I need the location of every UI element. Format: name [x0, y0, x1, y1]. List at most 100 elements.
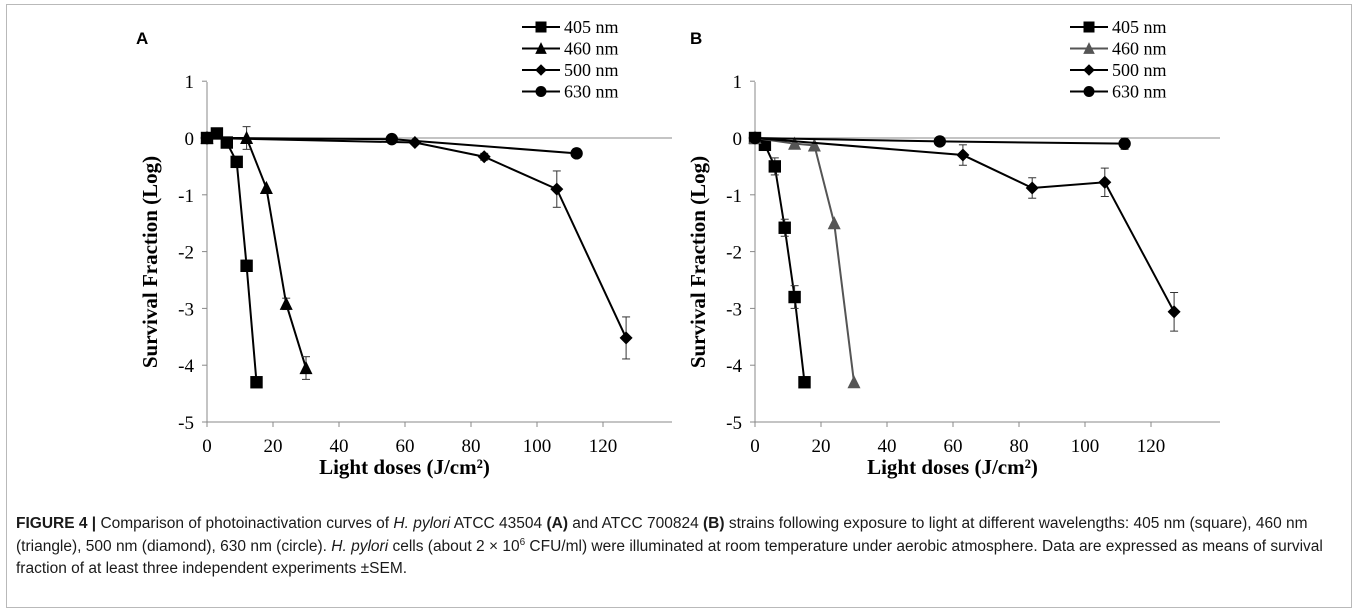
data-point-diamond	[1167, 305, 1181, 319]
data-point-square	[230, 155, 243, 169]
legend-marker-triangle	[535, 42, 547, 54]
data-point-triangle	[847, 375, 861, 389]
caption-species-1: H. pylori	[393, 515, 451, 532]
series-line	[207, 137, 307, 369]
data-point-circle	[570, 147, 583, 160]
legend-label: 630 nm	[1112, 82, 1167, 102]
data-point-circle	[200, 131, 214, 145]
caption-text-2: ATCC 43504	[450, 515, 547, 532]
data-point-square	[798, 376, 811, 389]
legend-label: 460 nm	[1112, 39, 1167, 59]
data-point-circle	[748, 131, 762, 145]
x-tick-label: 20	[264, 436, 283, 457]
y-tick-label: -2	[726, 243, 742, 264]
data-point-square	[758, 138, 772, 152]
caption-text-1: Comparison of photoinactivation curves o…	[96, 515, 394, 532]
series-500-nm	[200, 131, 633, 360]
series-line	[754, 137, 855, 383]
series-405-nm	[200, 127, 263, 389]
data-point-square	[250, 376, 263, 389]
y-tick-label: -5	[178, 413, 194, 434]
y-tick-label: -5	[726, 413, 742, 434]
data-point-circle	[1118, 137, 1131, 150]
data-point-diamond	[408, 136, 422, 150]
legend-marker-diamond	[1083, 64, 1095, 76]
legend-label: 630 nm	[564, 82, 619, 102]
x-tick-label: 0	[750, 436, 760, 457]
legend-label: 405 nm	[1112, 17, 1167, 37]
x-tick-label: 20	[812, 436, 831, 457]
y-tick-label: 0	[185, 129, 195, 150]
data-point-triangle	[788, 136, 802, 150]
chart-panel-a: A 1 0 -1 -2 -3 -4 -5 0 20 40 60 80 100 120 Light doses …	[136, 17, 672, 479]
data-point-diamond	[619, 331, 633, 345]
series-line	[754, 137, 806, 383]
caption-panel-b: (B)	[703, 515, 725, 532]
series-line	[754, 137, 1175, 313]
data-point-triangle	[807, 138, 821, 152]
x-tick-label: 100	[1071, 436, 1100, 457]
data-point-square	[210, 127, 224, 140]
chart-panel-b: B 1 0 -1 -2 -3 -4 -5 0 20 40 60 80 100 120 Light doses …	[686, 17, 1220, 479]
x-tick-label: 80	[1010, 436, 1029, 457]
figure-caption: FIGURE 4 | Comparison of photoinactivati…	[16, 513, 1342, 581]
data-point-square	[788, 290, 801, 304]
series-line	[206, 132, 258, 383]
legend-marker-circle	[1083, 86, 1095, 97]
y-tick-label: -4	[726, 356, 742, 377]
caption-text-5: cells (about 2 × 10	[388, 537, 520, 555]
x-tick-label: 100	[523, 436, 552, 457]
panel-label: A	[136, 29, 148, 48]
y-tick-label: 1	[733, 72, 743, 93]
y-tick-label: 1	[185, 72, 195, 93]
data-point-diamond	[550, 182, 564, 196]
data-point-triangle	[279, 296, 293, 310]
series-500-nm	[748, 131, 1181, 332]
caption-superscript: 6	[519, 536, 526, 548]
data-point-diamond	[956, 148, 970, 162]
legend-label: 500 nm	[1112, 60, 1167, 80]
figure-frame	[6, 4, 1352, 608]
x-tick-label: 0	[202, 436, 212, 457]
legend-marker-square	[1083, 21, 1095, 33]
y-tick-label: -3	[726, 299, 742, 320]
x-axis-title: Light doses (J/cm²)	[867, 455, 1038, 479]
data-point-triangle	[827, 216, 841, 230]
y-tick-label: -3	[178, 299, 194, 320]
data-point-triangle	[299, 360, 313, 375]
data-point-triangle	[259, 180, 273, 195]
data-point-square	[768, 160, 781, 173]
series-460-nm	[748, 130, 861, 389]
data-point-square	[240, 259, 253, 272]
x-tick-label: 40	[878, 436, 897, 457]
caption-text-6: CFU/ml) were illuminated at room tempera…	[16, 537, 1323, 578]
x-tick-label: 40	[330, 436, 349, 457]
data-point-circle	[933, 135, 946, 148]
y-tick-label: 0	[733, 129, 743, 150]
caption-panel-a: (A)	[546, 515, 568, 532]
legend-label: 405 nm	[564, 17, 619, 37]
legend-label: 500 nm	[564, 60, 619, 80]
x-tick-label: 120	[589, 436, 618, 457]
data-point-circle	[385, 132, 398, 146]
x-tick-label: 120	[1137, 436, 1166, 457]
series-460-nm	[200, 126, 313, 380]
series-630-nm	[748, 131, 1131, 150]
y-axis-title: Survival Fraction (Log)	[138, 156, 162, 368]
caption-text-4: strains following exposure to light at d…	[16, 515, 1308, 555]
legend-label: 460 nm	[564, 39, 619, 59]
x-tick-label: 60	[944, 436, 963, 457]
data-point-diamond	[1098, 175, 1112, 189]
series-405-nm	[748, 131, 811, 389]
caption-label: FIGURE 4 |	[16, 515, 97, 532]
y-tick-label: -2	[178, 243, 194, 264]
series-630-nm	[200, 131, 583, 160]
y-axis-title: Survival Fraction (Log)	[686, 156, 710, 368]
legend-marker-triangle	[1083, 42, 1095, 54]
legend-marker-square	[535, 21, 547, 33]
y-tick-label: -4	[178, 356, 194, 377]
data-point-diamond	[477, 150, 491, 164]
